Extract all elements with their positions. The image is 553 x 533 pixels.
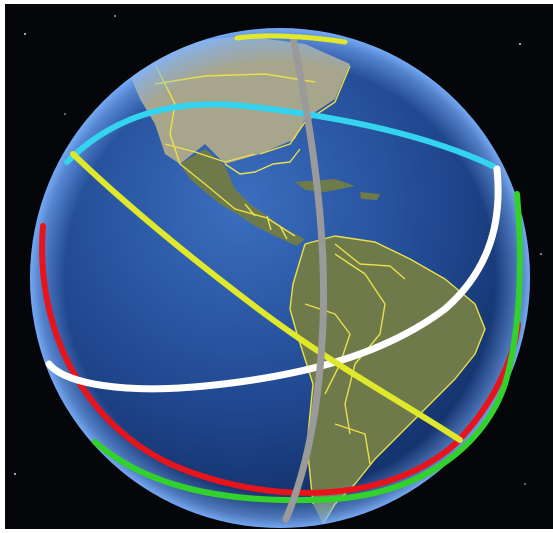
orbit-yellow-arc-top[interactable] [234, 33, 348, 45]
star [14, 473, 16, 475]
orbit-yellow-track[interactable] [70, 151, 463, 443]
star [540, 253, 542, 255]
orbit-red-track[interactable] [39, 223, 521, 496]
globe-scene[interactable] [5, 4, 553, 529]
star [24, 33, 26, 35]
orbit-green-track[interactable] [92, 191, 523, 504]
star [519, 43, 521, 45]
star [114, 15, 116, 17]
orbit-tracks [39, 33, 523, 523]
orbit-white-track[interactable] [45, 165, 502, 393]
star-field [14, 15, 542, 485]
star [524, 483, 526, 485]
star [64, 113, 66, 115]
orbit-cyan-track[interactable] [64, 101, 496, 169]
orbit-gray-track[interactable] [282, 33, 328, 523]
